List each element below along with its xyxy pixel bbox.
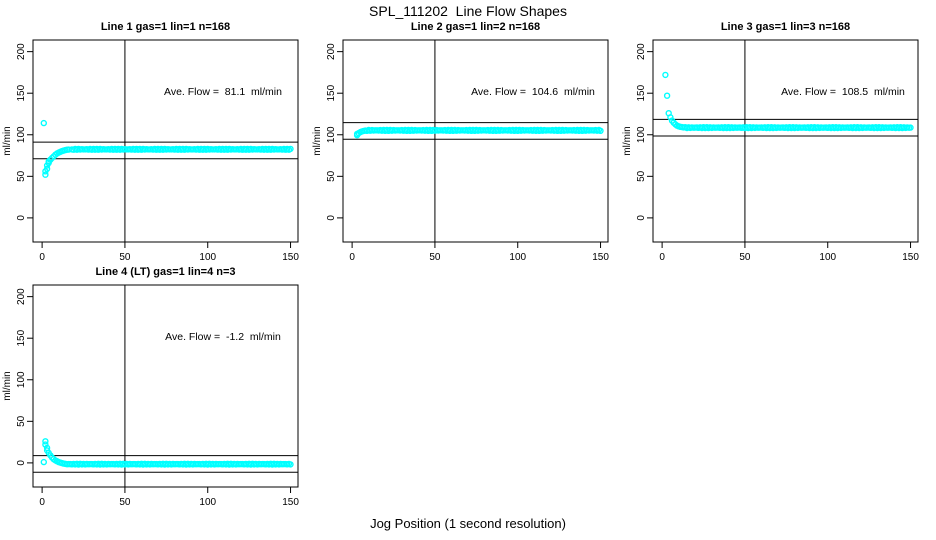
y-tick-label: 0 bbox=[16, 215, 27, 221]
data-point bbox=[907, 124, 914, 131]
data-point bbox=[42, 438, 49, 445]
x-tick-label: 100 bbox=[819, 252, 836, 263]
x-tick-label: 50 bbox=[119, 252, 131, 263]
x-tick-label: 0 bbox=[349, 252, 355, 263]
x-tick-label: 100 bbox=[199, 497, 216, 508]
y-tick-label: 50 bbox=[16, 415, 27, 427]
y-tick-label: 0 bbox=[326, 215, 337, 221]
x-tick-label: 50 bbox=[739, 252, 751, 263]
subplot-line-4: 0 50 100 150 0 50 100 150 200 ml/min Line 4 (LT) … bbox=[0, 265, 312, 510]
y-tick-label: 50 bbox=[636, 170, 647, 182]
y-tick-label: 50 bbox=[16, 170, 27, 182]
data-point bbox=[287, 461, 294, 468]
data-point bbox=[43, 165, 51, 173]
ave-flow-annotation: Ave. Flow = 108.5 ml/min bbox=[781, 86, 905, 98]
subplot-line-3: 0 50 100 150 0 50 100 150 200 ml/min Line 3 gas=1… bbox=[620, 20, 932, 265]
y-tick-label: 0 bbox=[636, 215, 647, 221]
y-tick-label: 100 bbox=[326, 126, 337, 143]
x-tick-label: 0 bbox=[39, 252, 45, 263]
y-tick-label: 200 bbox=[636, 43, 647, 60]
y-tick-label: 0 bbox=[16, 460, 27, 466]
y-tick-label: 100 bbox=[16, 371, 27, 388]
data-point bbox=[597, 127, 604, 135]
data-point bbox=[40, 119, 47, 127]
y-tick-label: 150 bbox=[636, 84, 647, 101]
y-tick-label: 200 bbox=[16, 288, 27, 305]
x-tick-label: 150 bbox=[902, 252, 919, 263]
plot-box bbox=[32, 39, 299, 243]
figure-title: SPL_111202 Line Flow Shapes bbox=[369, 3, 567, 19]
plot-canvas-line-2: 0 50 100 150 0 50 100 150 200 ml/min bbox=[312, 39, 609, 263]
subplot-title: Line 1 gas=1 lin=1 n=168 bbox=[100, 21, 231, 33]
plot-box bbox=[342, 39, 609, 243]
data-point bbox=[663, 92, 671, 99]
ave-flow-annotation: Ave. Flow = 81.1 ml/min bbox=[164, 86, 282, 98]
y-axis-title: ml/min bbox=[622, 126, 633, 155]
data-point bbox=[667, 114, 674, 121]
y-tick-label: 200 bbox=[16, 43, 27, 60]
y-tick-label: 200 bbox=[326, 43, 337, 60]
plot-canvas-line-4: 0 50 100 150 0 50 100 150 200 ml/min bbox=[2, 284, 299, 508]
y-axis-title: ml/min bbox=[2, 371, 13, 400]
x-tick-label: 0 bbox=[39, 497, 45, 508]
plot-canvas-line-1: 0 50 100 150 0 50 100 150 200 ml/min bbox=[2, 39, 299, 263]
x-tick-label: 50 bbox=[119, 497, 131, 508]
ave-flow-annotation: Ave. Flow = -1.2 ml/min bbox=[165, 331, 281, 343]
data-point bbox=[42, 171, 49, 178]
data-point bbox=[40, 458, 47, 466]
x-tick-label: 0 bbox=[659, 252, 665, 263]
y-tick-label: 50 bbox=[326, 170, 337, 182]
y-axis-title: ml/min bbox=[2, 126, 13, 155]
subplot-title: Line 2 gas=1 lin=2 n=168 bbox=[410, 21, 541, 33]
subplot-line-2: 0 50 100 150 0 50 100 150 200 ml/min Line 2 gas=1… bbox=[310, 20, 622, 265]
plot-box bbox=[32, 284, 299, 488]
y-axis-title: ml/min bbox=[312, 126, 323, 155]
x-axis-label: Jog Position (1 second resolution) bbox=[370, 516, 566, 531]
subplot-title: Line 4 (LT) gas=1 lin=4 n=3 bbox=[95, 266, 236, 278]
data-point bbox=[287, 145, 294, 153]
x-tick-label: 50 bbox=[429, 252, 441, 263]
y-tick-label: 150 bbox=[16, 84, 27, 101]
x-tick-label: 100 bbox=[509, 252, 526, 263]
y-tick-label: 100 bbox=[16, 126, 27, 143]
ave-flow-annotation: Ave. Flow = 104.6 ml/min bbox=[471, 86, 595, 98]
x-tick-label: 150 bbox=[282, 497, 299, 508]
x-tick-label: 150 bbox=[592, 252, 609, 263]
x-tick-label: 150 bbox=[282, 252, 299, 263]
subplot-line-1: 0 50 100 150 0 50 100 150 200 ml/min Line 1 gas=1… bbox=[0, 20, 312, 265]
y-tick-label: 150 bbox=[16, 329, 27, 346]
data-point bbox=[662, 71, 669, 79]
subplot-title: Line 3 gas=1 lin=3 n=168 bbox=[720, 21, 851, 33]
y-tick-label: 150 bbox=[326, 84, 337, 101]
plot-box bbox=[652, 39, 919, 243]
x-tick-label: 100 bbox=[199, 252, 216, 263]
plot-canvas-line-3: 0 50 100 150 0 50 100 150 200 ml/min bbox=[622, 39, 919, 263]
y-tick-label: 100 bbox=[636, 126, 647, 143]
